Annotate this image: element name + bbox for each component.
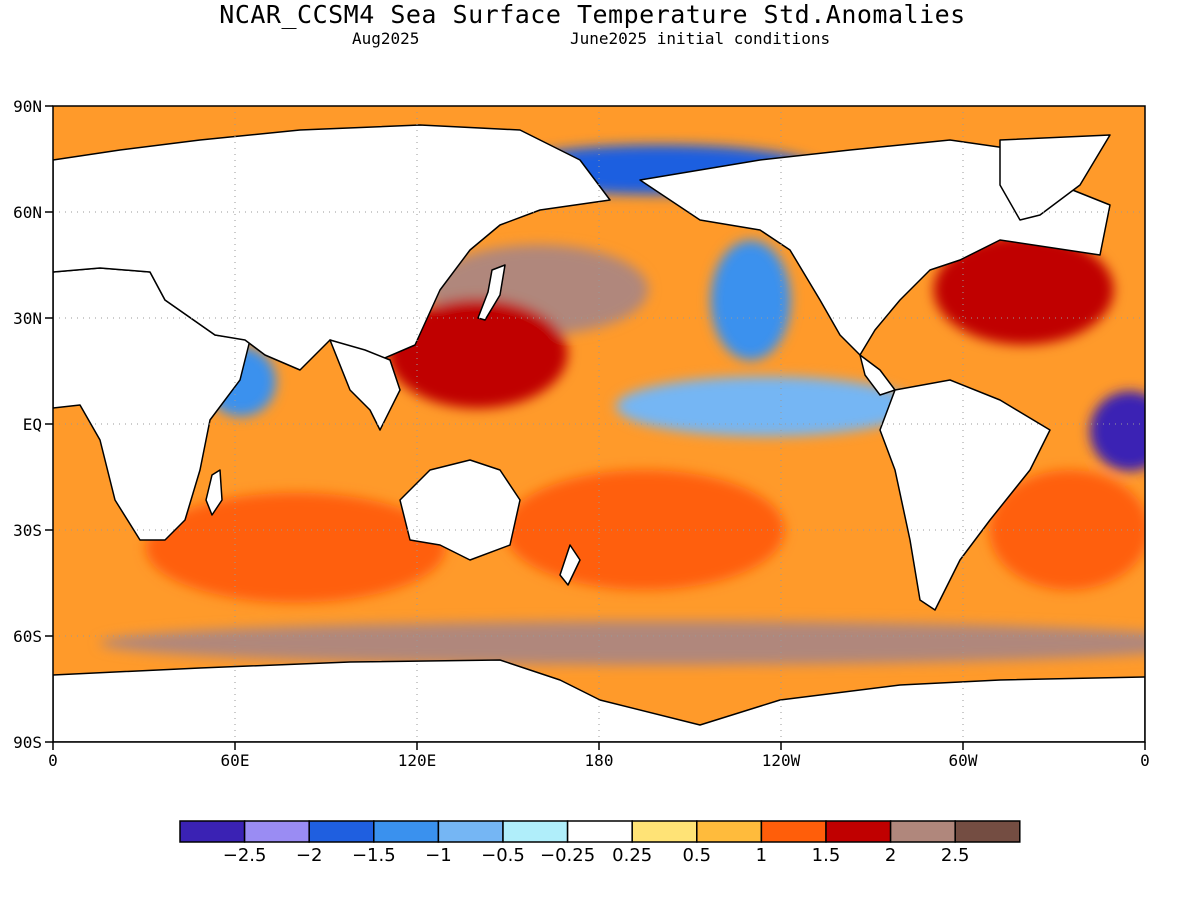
- colorbar-label: −1: [425, 845, 452, 866]
- colorbar-label: 0.5: [682, 845, 711, 866]
- colorbar-swatch: [243, 820, 310, 843]
- initial-conditions: June2025 initial conditions: [570, 29, 831, 48]
- colorbar-swatch: [631, 820, 698, 843]
- lat-label-60s: 60S: [13, 627, 42, 646]
- greenland-landmass: [999, 134, 1111, 221]
- anomaly-region-tropical-east-atlantic-cool: [1089, 391, 1145, 472]
- eurasia-landmass: [53, 124, 611, 371]
- colorbar: [179, 820, 1021, 843]
- colorbar-swatch: [566, 820, 633, 843]
- madagascar-landmass: [205, 469, 223, 516]
- central-america-landmass: [859, 354, 896, 396]
- lon-label-60w: 60W: [949, 751, 978, 770]
- colorbar-label: 1: [756, 845, 767, 866]
- colorbar-label: 0.25: [612, 845, 652, 866]
- colorbar-label: −2.5: [223, 845, 267, 866]
- colorbar-swatch: [760, 820, 827, 843]
- lat-label-eq: EQ: [23, 415, 42, 434]
- colorbar-swatch: [889, 820, 956, 843]
- colorbar-swatch: [179, 820, 246, 843]
- lon-label-0-end: 0: [1140, 751, 1150, 770]
- lat-label-60n: 60N: [13, 203, 42, 222]
- colorbar-swatch: [437, 820, 504, 843]
- colorbar-swatch: [373, 820, 440, 843]
- new-zealand-landmass: [559, 544, 581, 586]
- colorbar-swatch: [696, 820, 763, 843]
- lat-label-30n: 30N: [13, 309, 42, 328]
- anomaly-region-north-atlantic-warm: [933, 234, 1114, 345]
- indochina-landmass: [329, 339, 401, 431]
- lon-label-60e: 60E: [221, 751, 250, 770]
- australia-landmass: [399, 459, 521, 561]
- lat-label-30s: 30S: [13, 521, 42, 540]
- lon-label-120e: 120E: [398, 751, 437, 770]
- lon-label-0: 0: [48, 751, 58, 770]
- colorbar-label: 2: [885, 845, 896, 866]
- lat-label-90n: 90N: [13, 97, 42, 116]
- anomaly-region-western-pacific-warm-pool: [387, 298, 568, 409]
- lat-label-90s: 90S: [13, 733, 42, 752]
- anomaly-region-southern-ocean-band-warm: [99, 621, 1145, 666]
- south-america-landmass: [879, 379, 1051, 611]
- figure-title: NCAR_CCSM4 Sea Surface Temperature Std.A…: [219, 0, 966, 29]
- colorbar-swatch: [308, 820, 375, 843]
- colorbar-label: 1.5: [812, 845, 841, 866]
- anomaly-region-california-current-cool: [710, 240, 791, 361]
- antarctica-landmass: [53, 659, 1145, 742]
- anomaly-region-tropical-south-pacific-warm: [504, 470, 785, 590]
- colorbar-swatch: [502, 820, 569, 843]
- colorbar-label: −2: [296, 845, 323, 866]
- anomaly-region-southern-indian-ocean-warm: [145, 492, 446, 603]
- lon-label-120w: 120W: [762, 751, 801, 770]
- colorbar-swatch: [954, 820, 1021, 843]
- colorbar-label: −1.5: [352, 845, 396, 866]
- colorbar-label: −0.5: [481, 845, 525, 866]
- forecast-month: Aug2025: [352, 29, 420, 48]
- colorbar-swatch: [825, 820, 892, 843]
- japan-landmass: [477, 264, 506, 321]
- colorbar-label: −0.25: [540, 845, 595, 866]
- north-america-landmass: [639, 139, 1111, 356]
- anomaly-region-eastern-equatorial-pacific-cool: [615, 376, 916, 437]
- lon-label-180: 180: [585, 751, 614, 770]
- colorbar-label: 2.5: [941, 845, 970, 866]
